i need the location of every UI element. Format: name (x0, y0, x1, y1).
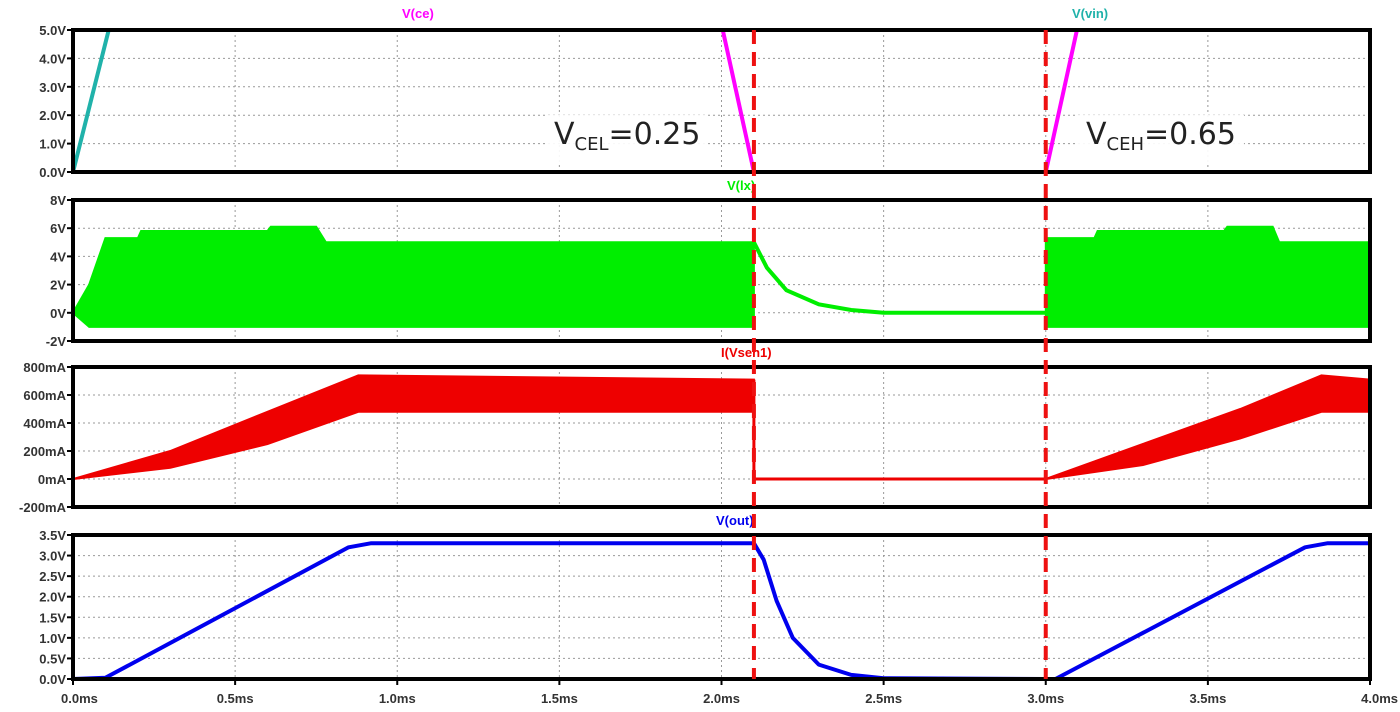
y-tick-label: 4.0V (39, 51, 66, 66)
x-tick-label: 1.5ms (541, 691, 578, 706)
y-tick-label: 400mA (23, 416, 66, 431)
y-tick-label: 2.5V (39, 569, 66, 584)
series-v-lx-band-2 (1044, 225, 1370, 328)
annotation-vceh-sub: CEH (1106, 134, 1145, 155)
series-v-lx-band (73, 225, 755, 328)
series-label-v-ce: V(ce) (402, 6, 434, 21)
panel-traces (73, 225, 1370, 328)
panel-traces (73, 541, 1370, 681)
annotation-vceh-main: V (1086, 117, 1107, 152)
x-tick-label: 3.5ms (1189, 691, 1226, 706)
series-v-out-line (73, 541, 1370, 681)
y-tick-label: 8V (50, 193, 66, 208)
y-tick-label: 1.0V (39, 137, 66, 152)
series-label-v-vin: V(vin) (1072, 6, 1108, 21)
y-tick-label: 1.0V (39, 631, 66, 646)
x-tick-label: 4.0ms (1361, 691, 1398, 706)
x-tick-label: 3.0ms (1027, 691, 1064, 706)
y-tick-label: 200mA (23, 444, 66, 459)
y-tick-label: 6V (50, 221, 66, 236)
y-tick-label: 1.5V (39, 610, 66, 625)
series-i-vsen1-band-2 (1045, 374, 1370, 480)
y-tick-label: 4V (50, 249, 66, 264)
series-v-lx-decay (752, 241, 1046, 315)
series-label-v-out: V(out) (716, 513, 754, 528)
panel-3: 0.0V 0.5V 1.0V 1.5V 2.0V 2.5V 3.0V 3.5V V(out) (39, 513, 1372, 687)
y-tick-label: 5.0V (39, 23, 66, 38)
y-tick-label: -2V (46, 334, 67, 349)
panel-frame (71, 28, 1372, 174)
x-tick-label: 0.5ms (217, 691, 254, 706)
annotation-vcel-tail: =0.25 (608, 117, 701, 152)
y-tick-label: 2V (50, 278, 66, 293)
x-tick-label: 0.0ms (61, 691, 98, 706)
y-tick-label: 3.0V (39, 549, 66, 564)
y-tick-label: 800mA (23, 360, 66, 375)
y-tick-label: 0mA (38, 472, 67, 487)
annotation-vcel: VCEL=0.25 (546, 115, 709, 165)
annotation-vcel-sub: CEL (574, 134, 609, 155)
y-tick-label: 2.0V (39, 108, 66, 123)
x-tick-label: 1.0ms (379, 691, 416, 706)
panel-1: -2V 0V 2V 4V 6V 8V V(lx) (46, 178, 1372, 349)
x-tick-label: 2.0ms (703, 691, 740, 706)
y-tick-label: 0V (50, 306, 66, 321)
panel-frame (71, 365, 1372, 509)
panel-frame (71, 198, 1372, 343)
y-tick-label: 0.0V (39, 672, 66, 687)
y-tick-label: 600mA (23, 388, 66, 403)
y-tick-label: 3.0V (39, 80, 66, 95)
series-label-i-vsen1: I(Vsen1) (721, 345, 772, 360)
series-label-v-lx: V(lx) (727, 178, 755, 193)
y-tick-label: 2.0V (39, 590, 66, 605)
x-tick-label: 2.5ms (865, 691, 902, 706)
series-i-vsen1-band (73, 374, 755, 480)
annotation-vcel-main: V (554, 117, 575, 152)
y-tick-label: -200mA (19, 500, 67, 515)
annotation-vceh-tail: =0.65 (1144, 117, 1236, 152)
y-tick-label: 0.5V (39, 651, 66, 666)
annotation-vceh: VCEH=0.65 (1078, 115, 1244, 165)
series-v-ce-line (720, 28, 1080, 174)
panel-2: -200mA 0mA 200mA 400mA 600mA 800mA I(Vsen1) (19, 345, 1372, 515)
y-tick-label: 3.5V (39, 528, 66, 543)
y-tick-label: 0.0V (39, 165, 66, 180)
